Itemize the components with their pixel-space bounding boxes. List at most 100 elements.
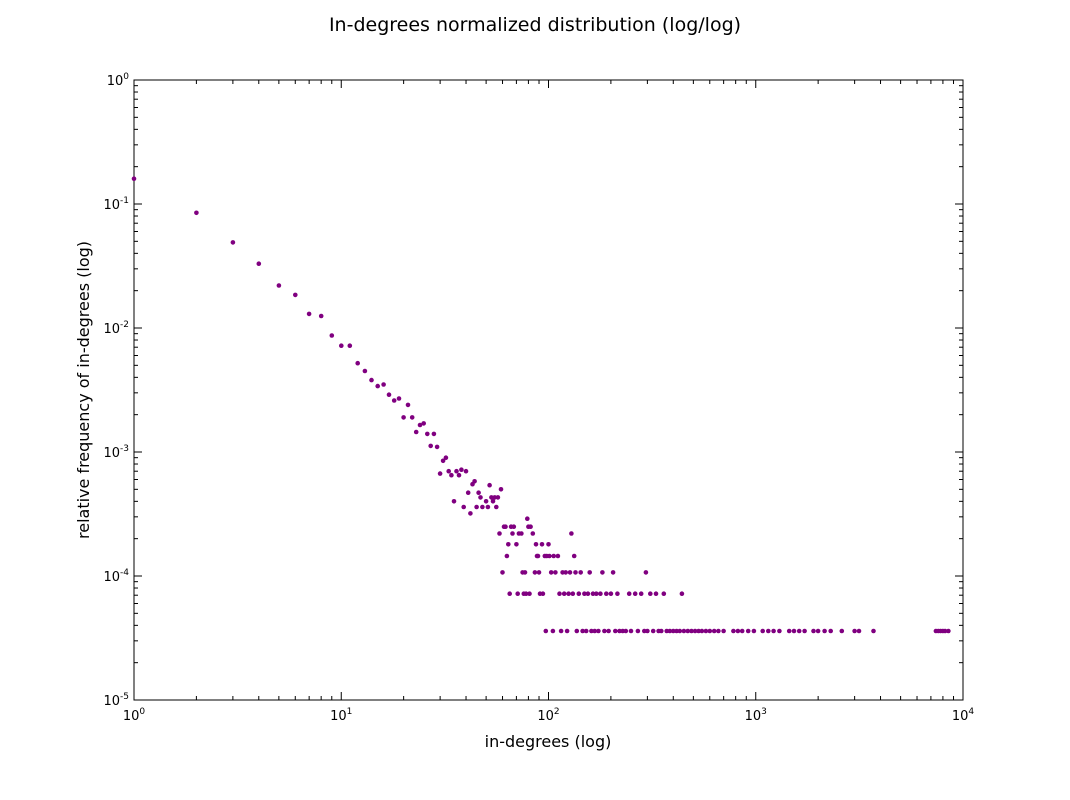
- data-point: [566, 591, 571, 596]
- data-point: [557, 591, 562, 596]
- data-point: [561, 591, 567, 596]
- data-point: [578, 570, 583, 575]
- data-point: [546, 542, 551, 547]
- data-point: [731, 628, 736, 634]
- data-point: [417, 422, 423, 428]
- data-point: [594, 591, 599, 596]
- data-point: [530, 531, 536, 536]
- data-point: [564, 628, 570, 634]
- data-point: [381, 382, 386, 387]
- y-axis-label: relative frequency of in-degrees (log): [74, 241, 93, 539]
- data-point: [355, 360, 361, 366]
- data-point: [506, 542, 511, 547]
- data-point: [635, 628, 641, 634]
- data-point: [548, 570, 554, 575]
- data-point: [425, 431, 430, 437]
- data-point: [476, 490, 481, 496]
- data-point: [507, 591, 512, 596]
- data-point: [822, 628, 827, 634]
- data-point: [478, 495, 483, 500]
- y-tick-label: 100: [107, 72, 130, 89]
- data-point: [515, 591, 520, 596]
- data-point: [839, 628, 845, 634]
- y-tick-label: 10-1: [103, 196, 129, 213]
- data-point: [716, 628, 721, 634]
- data-point: [569, 531, 574, 536]
- data-point: [661, 591, 667, 596]
- data-point: [459, 467, 464, 473]
- data-point: [574, 628, 580, 634]
- data-point: [699, 628, 705, 634]
- x-tick-labels: 100 101 102 103 104: [123, 707, 975, 724]
- data-point: [523, 591, 529, 596]
- data-point: [487, 482, 492, 488]
- data-point: [511, 524, 517, 529]
- data-point: [573, 570, 578, 575]
- y-tick-labels: 10-5 10-4 10-3 10-2 10-1 100: [103, 72, 129, 709]
- data-point: [856, 628, 862, 634]
- data-point: [543, 628, 549, 634]
- data-point: [449, 472, 454, 478]
- data-point: [492, 495, 498, 500]
- data-point: [650, 628, 656, 634]
- data-point: [528, 524, 533, 529]
- data-point: [735, 628, 741, 634]
- minor-ticks: [134, 80, 963, 700]
- data-point: [583, 628, 589, 634]
- data-point: [131, 176, 137, 181]
- data-point: [608, 591, 614, 596]
- data-point: [306, 311, 312, 317]
- data-point: [489, 495, 494, 500]
- data-point: [653, 591, 659, 596]
- plot-area: [133, 79, 964, 701]
- data-point: [428, 443, 434, 449]
- data-point: [293, 292, 298, 298]
- data-point: [692, 628, 698, 634]
- data-point: [600, 570, 605, 575]
- data-point: [711, 628, 717, 634]
- data-point: [503, 524, 508, 529]
- data-point: [536, 570, 542, 575]
- data-point: [519, 531, 524, 536]
- data-point: [571, 553, 577, 559]
- data-point: [563, 570, 568, 575]
- data-point: [786, 628, 792, 634]
- data-point: [461, 504, 467, 510]
- data-point: [707, 628, 713, 634]
- data-point: [679, 591, 685, 596]
- data-point: [596, 628, 601, 634]
- data-point: [386, 392, 392, 398]
- data-point: [535, 553, 541, 559]
- data-point: [318, 313, 324, 319]
- data-point: [942, 628, 948, 634]
- data-point: [440, 458, 446, 464]
- x-tick-label: 103: [745, 707, 767, 724]
- data-point: [483, 499, 489, 504]
- data-point: [852, 628, 857, 634]
- data-point: [472, 479, 477, 484]
- data-point: [648, 591, 653, 596]
- data-point: [558, 628, 564, 634]
- data-point: [696, 628, 701, 634]
- data-point: [610, 570, 616, 575]
- data-point: [587, 570, 592, 575]
- data-point: [495, 495, 501, 500]
- data-point: [437, 471, 443, 476]
- data-point: [643, 570, 649, 575]
- data-point: [760, 628, 765, 634]
- data-point: [606, 628, 611, 634]
- data-point: [369, 377, 374, 383]
- data-point: [602, 628, 607, 634]
- y-tick-label: 10-3: [103, 444, 129, 461]
- data-point: [604, 591, 609, 596]
- data-point: [689, 628, 694, 634]
- data-point: [791, 628, 797, 634]
- data-point: [580, 628, 585, 634]
- chart-title: In-degrees normalized distribution (log/…: [329, 14, 741, 36]
- data-point: [623, 628, 629, 634]
- data-point: [703, 628, 709, 634]
- data-point: [480, 504, 485, 510]
- data-point: [375, 383, 381, 389]
- x-tick-label: 102: [537, 707, 559, 724]
